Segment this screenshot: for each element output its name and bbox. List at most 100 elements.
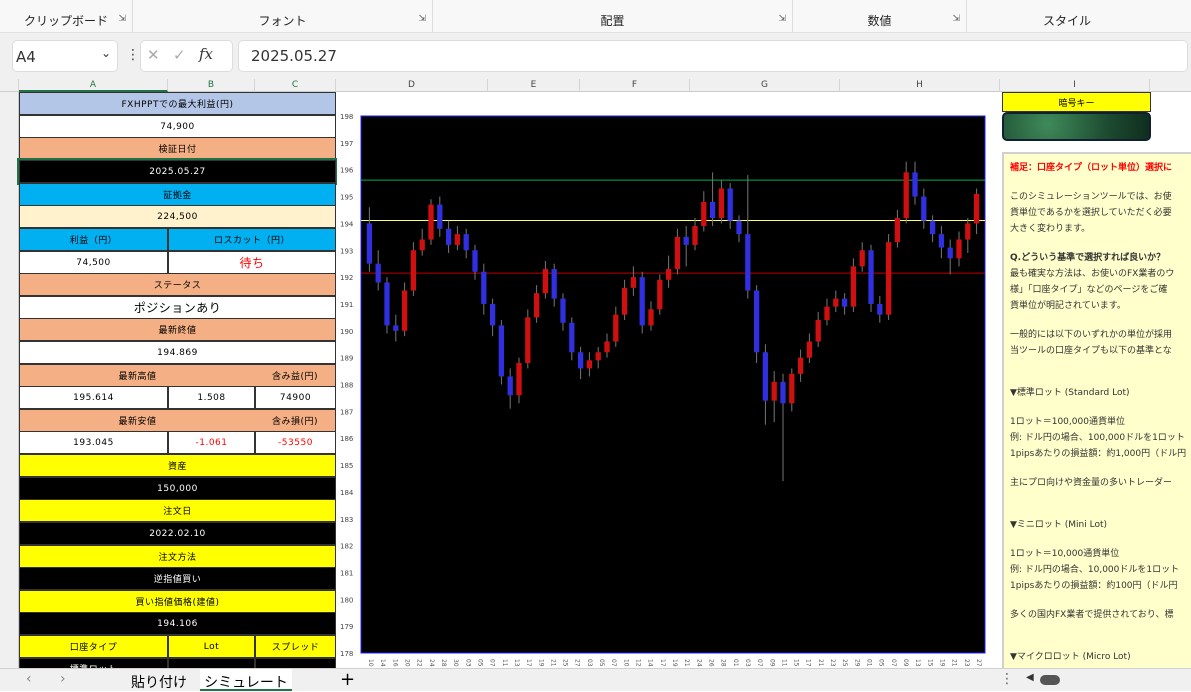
last-high-value[interactable]: 195.614	[19, 386, 168, 409]
column-header-g[interactable]: G	[690, 79, 840, 92]
candle-body	[771, 381, 777, 401]
candle-body	[806, 341, 813, 358]
column-header-a[interactable]: A	[19, 79, 168, 92]
column-header-b[interactable]: B	[168, 79, 255, 92]
max-profit-value[interactable]: 74,900	[19, 115, 336, 138]
column-header-h[interactable]: H	[840, 79, 1000, 92]
buy-price-label[interactable]: 買い指値価格(建値)	[19, 590, 336, 613]
x-tick-label: 12	[635, 659, 642, 667]
profit-label[interactable]: 利益（円）	[19, 228, 168, 251]
x-tick-label: 21	[817, 659, 824, 667]
candle-body	[921, 196, 927, 221]
margin-label[interactable]: 証拠金	[19, 183, 336, 206]
last-high-label[interactable]: 最新高値	[19, 364, 255, 387]
column-header-e[interactable]: E	[488, 79, 580, 92]
spread-label[interactable]: スプレッド	[255, 635, 336, 658]
candle-body	[815, 320, 821, 342]
max-profit-label[interactable]: FXHPPTでの最大利益(円)	[19, 92, 336, 115]
note-line: ▼マイクロロット (Micro Lot)	[1010, 652, 1131, 662]
x-tick-label: 27	[975, 659, 982, 667]
formula-input[interactable]: 2025.05.27	[238, 40, 1188, 72]
more-options-icon[interactable]: ⋮	[126, 47, 140, 63]
encryption-key-image[interactable]	[1002, 112, 1151, 141]
order-date-value[interactable]: 2022.02.10	[19, 522, 336, 545]
dialog-launcher-icon[interactable]: ⇲	[118, 14, 126, 24]
note-line: 最も確実な方法は、お使いのFX業者のウ	[1010, 269, 1175, 279]
x-tick-label: 25	[562, 659, 569, 667]
last-close-label[interactable]: 最新終値	[19, 318, 336, 341]
candle-body	[560, 298, 566, 323]
name-box[interactable]: A4 ⌄	[12, 40, 118, 72]
buy-price-value[interactable]: 194.106	[19, 612, 336, 635]
group-label: フォント	[258, 14, 307, 28]
horizontal-scrollbar-thumb[interactable]	[1040, 675, 1060, 685]
last-low-label[interactable]: 最新安値	[19, 409, 255, 432]
unrealized-gain-value[interactable]: 74900	[255, 386, 336, 409]
column-header-d[interactable]: D	[336, 79, 488, 92]
order-method-value[interactable]: 逆指値買い	[19, 567, 336, 590]
margin-value[interactable]: 224,500	[19, 205, 336, 228]
ribbon-group-alignment: 配置 ⇲	[433, 0, 793, 32]
insert-function-icon[interactable]: fx	[199, 45, 214, 63]
x-tick-label: 01	[866, 659, 873, 667]
scroll-right-icon[interactable]: ›	[60, 671, 66, 687]
column-header-i[interactable]: I	[1000, 79, 1150, 92]
account-type-label[interactable]: 口座タイプ	[19, 635, 168, 658]
candle-body	[437, 204, 443, 229]
losscut-value[interactable]: 待ち	[168, 251, 336, 274]
candle-body	[841, 298, 848, 307]
x-tick-label: 17	[525, 659, 532, 667]
order-method-label[interactable]: 注文方法	[19, 545, 336, 568]
note-line	[1010, 176, 1191, 189]
candle-body	[780, 381, 786, 404]
low-diff[interactable]: -1.061	[168, 431, 255, 454]
sheet-tab-simulate[interactable]: シミュレート	[200, 669, 292, 691]
candlestick-chart[interactable]: 178 179 180 181 182 183 184 185 186 187 188 189 190 1…	[337, 92, 990, 670]
x-tick-label: 19	[671, 659, 678, 667]
losscut-label[interactable]: ロスカット（円）	[168, 228, 336, 251]
add-sheet-button[interactable]: +	[340, 669, 356, 690]
candle-body	[797, 357, 804, 374]
scroll-left-icon[interactable]: ‹	[26, 671, 32, 687]
order-date-label[interactable]: 注文日	[19, 499, 336, 522]
dialog-launcher-icon[interactable]: ⇲	[418, 14, 426, 24]
high-diff[interactable]: 1.508	[168, 386, 255, 409]
candle-body	[481, 271, 487, 304]
last-close-value[interactable]: 194.869	[19, 341, 336, 364]
candle-body	[507, 376, 513, 396]
status-label[interactable]: ステータス	[19, 273, 336, 296]
sheet-tab-paste[interactable]: 貼り付け	[131, 675, 187, 691]
cancel-icon[interactable]: ✕	[147, 46, 160, 64]
assets-value[interactable]: 150,000	[19, 477, 336, 500]
chevron-down-icon[interactable]: ⌄	[100, 46, 111, 60]
enter-check-icon[interactable]: ✓	[173, 46, 186, 64]
unrealized-loss-value[interactable]: -53550	[255, 431, 336, 454]
column-header-c[interactable]: C	[255, 79, 336, 92]
x-tick-label: 19	[537, 659, 544, 667]
unrealized-loss-label[interactable]: 含み損(円)	[255, 409, 336, 432]
dialog-launcher-icon[interactable]: ⇲	[778, 14, 786, 24]
dialog-launcher-icon[interactable]: ⇲	[952, 14, 960, 24]
profit-value[interactable]: 74,500	[19, 251, 168, 274]
verify-date-cell-selected[interactable]: 2025.05.27	[17, 158, 338, 185]
more-icon[interactable]: ⋮	[1000, 671, 1014, 687]
x-tick-label: 01	[732, 659, 739, 667]
group-label: クリップボード	[23, 14, 108, 28]
assets-label[interactable]: 資産	[19, 454, 336, 477]
status-value[interactable]: ポジションあり	[19, 296, 336, 319]
select-all-corner[interactable]	[0, 79, 19, 92]
x-tick-label: 05	[878, 659, 885, 667]
last-low-value[interactable]: 193.045	[19, 431, 168, 454]
x-tick-label: 24	[428, 659, 435, 667]
lot-label[interactable]: Lot	[168, 635, 255, 658]
unrealized-gain-label[interactable]: 含み益(円)	[255, 364, 336, 387]
column-header-f[interactable]: F	[580, 79, 690, 92]
note-line: ▼標準ロット (Standard Lot)	[1010, 388, 1130, 398]
candle-body	[401, 290, 408, 331]
candle-body	[736, 220, 742, 235]
verify-date-label[interactable]: 検証日付	[19, 137, 336, 160]
scroll-left-arrow-icon[interactable]: ◀	[1026, 672, 1034, 683]
row-headers[interactable]	[0, 92, 19, 670]
candle-body	[454, 234, 461, 245]
note-line	[1010, 372, 1191, 385]
